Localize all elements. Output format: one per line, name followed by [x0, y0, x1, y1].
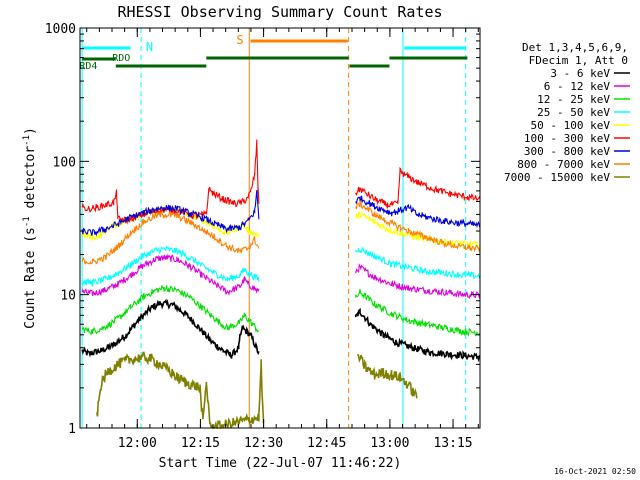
band-annotation: RD4 [79, 61, 97, 72]
y-axis-label: Count Rate (s-1 detector-1) [22, 127, 38, 329]
series-group [81, 139, 481, 429]
y-label-sup2: -1 [22, 135, 32, 146]
series-line [81, 253, 481, 300]
legend-label: 100 - 300 keV [524, 132, 610, 145]
y-label-main: Count Rate (s [23, 227, 38, 329]
series-line [81, 298, 481, 363]
x-tick-label: 13:00 [370, 436, 409, 451]
legend-header-2: FDecim 1, Att 0 [529, 54, 628, 67]
x-tick-label: 12:15 [181, 436, 220, 451]
x-tick-label: 12:45 [307, 436, 346, 451]
y-tick-label: 100 [53, 155, 76, 170]
band-annotation: S [236, 33, 243, 47]
legend-label: 300 - 800 keV [524, 145, 610, 158]
legend-label: 50 - 100 keV [531, 119, 611, 132]
series-line [81, 200, 481, 265]
series-line [81, 284, 481, 337]
y-tick-label: 10 [60, 289, 76, 304]
y-tick-label: 1000 [45, 22, 76, 37]
x-tick-label: 12:30 [244, 436, 283, 451]
series-line [81, 245, 481, 288]
band-annotation: RDO [112, 53, 130, 64]
plot-frame [79, 27, 481, 429]
timestamp: 16-Oct-2021 02:50 [554, 467, 636, 476]
legend-header-1: Det 1,3,4,5,6,9, [522, 41, 628, 54]
x-tick-label: 12:00 [118, 436, 157, 451]
y-label-sup1: -1 [22, 216, 32, 227]
legend-label: 25 - 50 keV [537, 106, 610, 119]
legend-label: 7000 - 15000 keV [504, 171, 610, 184]
axis-ticks: 1 10 100 1000 12:00 12:15 12:30 12:45 13:00 13:15 [45, 22, 480, 451]
x-axis-label: Start Time (22-Jul-07 11:46:22) [159, 456, 402, 471]
y-tick-label: 1 [68, 422, 76, 437]
series-line [81, 139, 481, 225]
chart-title: RHESSI Observing Summary Count Rates [117, 3, 442, 21]
y-label-mid: detector [23, 146, 38, 217]
legend-label: 3 - 6 keV [550, 67, 610, 80]
legend-label: 800 - 7000 keV [517, 158, 610, 171]
band-annotation: N [146, 40, 153, 54]
x-tick-label: 13:15 [433, 436, 472, 451]
series-line [81, 190, 481, 237]
legend-label: 6 - 12 keV [544, 80, 611, 93]
y-label-end: ) [23, 127, 38, 135]
band-markers: N S RDO RD4 [79, 28, 468, 428]
series-line [96, 351, 418, 429]
legend-label: 12 - 25 keV [537, 93, 610, 106]
